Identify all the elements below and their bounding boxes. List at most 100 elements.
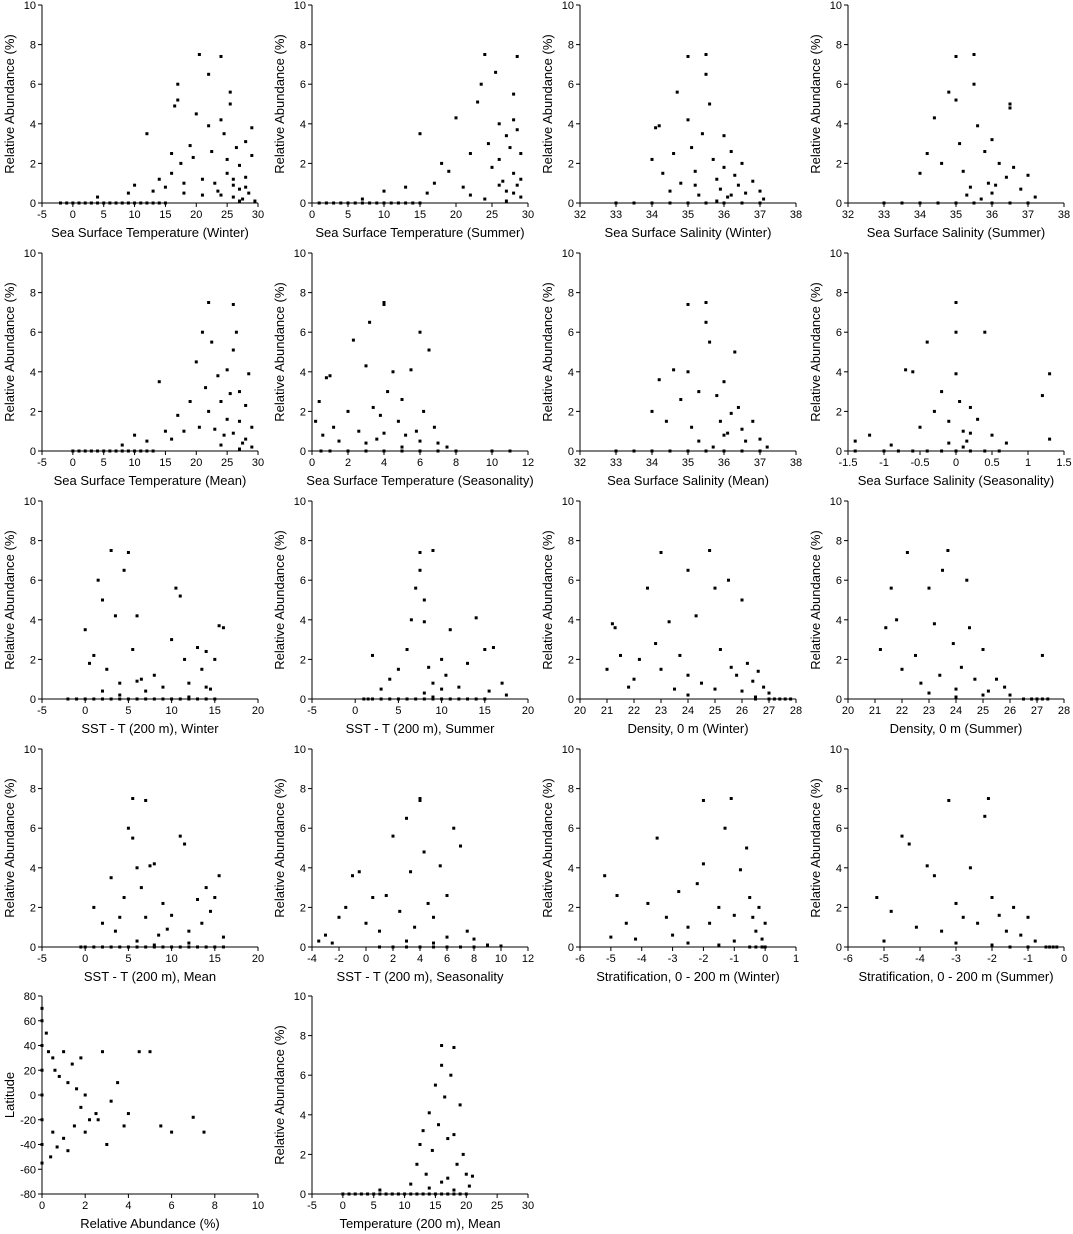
- x-tick-label: 21: [601, 705, 613, 717]
- data-point: [382, 302, 386, 306]
- y-tick-label: 4: [836, 615, 842, 627]
- data-point: [907, 842, 911, 846]
- data-point: [114, 201, 118, 205]
- y-tick-label: 4: [30, 367, 36, 379]
- data-point: [1004, 175, 1008, 179]
- data-point: [204, 886, 208, 890]
- x-tick-label: 20: [842, 705, 854, 717]
- x-tick-label: 6: [444, 953, 450, 965]
- chart-panel-14: -4 -2 0 2 4 6 8 10 12 0 2 4 6 8 10 SST - T (200 m), Sea…: [272, 744, 534, 984]
- data-point: [241, 197, 245, 201]
- x-tick-label: 36: [986, 209, 998, 221]
- data-point: [452, 826, 456, 830]
- data-point: [135, 939, 139, 943]
- data-point: [468, 152, 472, 155]
- data-point: [889, 443, 893, 447]
- data-point: [405, 945, 408, 949]
- data-point: [983, 150, 987, 154]
- x-tick-label: 25: [709, 705, 721, 717]
- data-point: [445, 935, 449, 939]
- data-point: [735, 673, 739, 677]
- data-point: [122, 1124, 126, 1128]
- data-point: [911, 449, 915, 453]
- data-point: [427, 665, 431, 669]
- data-point: [418, 797, 422, 800]
- data-point: [1035, 697, 1039, 701]
- data-point: [655, 836, 659, 840]
- data-point: [431, 695, 435, 699]
- data-point: [446, 1137, 450, 1141]
- x-tick-label: 5: [101, 209, 107, 221]
- data-point: [378, 1188, 382, 1192]
- y-tick-label: 4: [30, 863, 36, 875]
- data-point: [941, 568, 944, 572]
- data-point: [404, 185, 408, 189]
- data-point: [1003, 685, 1007, 689]
- chart-panel-16: -6 -5 -4 -3 -2 -1 0 0 2 4 6 8 10 Stratification, 0 - …: [808, 744, 1067, 984]
- x-axis-title: Density, 0 m (Winter): [627, 721, 748, 736]
- data-point: [131, 797, 135, 800]
- data-point: [221, 945, 225, 949]
- x-tick-label: 2: [390, 953, 396, 965]
- data-point: [940, 390, 944, 394]
- data-point: [431, 681, 435, 685]
- data-point: [364, 364, 368, 368]
- data-point: [79, 945, 83, 949]
- x-tick-label: 32: [842, 209, 854, 221]
- data-point: [108, 449, 112, 453]
- data-point: [659, 667, 663, 671]
- y-tick-label: 6: [30, 823, 36, 835]
- data-point: [983, 449, 987, 453]
- data-point: [409, 368, 413, 372]
- data-point: [690, 146, 694, 150]
- x-tick-label: 0: [82, 953, 88, 965]
- x-tick-label: 10: [435, 705, 447, 717]
- data-point: [650, 409, 654, 413]
- data-point: [751, 915, 755, 919]
- data-point: [727, 578, 730, 582]
- data-point: [686, 370, 690, 374]
- data-point: [207, 301, 211, 304]
- data-point: [116, 1081, 120, 1085]
- data-point: [918, 171, 922, 175]
- data-point: [135, 614, 139, 618]
- data-point: [986, 797, 990, 800]
- x-tick-label: -4: [637, 953, 647, 965]
- data-point: [139, 449, 143, 453]
- data-point: [758, 449, 762, 453]
- data-point: [704, 201, 708, 205]
- data-point: [378, 929, 381, 933]
- x-tick-label: 0: [82, 705, 88, 717]
- data-point: [433, 1192, 437, 1196]
- data-point: [767, 697, 771, 701]
- data-point: [174, 586, 178, 590]
- data-point: [344, 905, 348, 909]
- data-point: [686, 925, 690, 929]
- data-point: [715, 199, 719, 203]
- data-point: [144, 798, 148, 802]
- data-point: [183, 657, 187, 661]
- data-point: [697, 439, 701, 443]
- data-point: [686, 449, 690, 453]
- data-point: [459, 844, 462, 848]
- y-tick-label: 0: [568, 942, 574, 954]
- data-point: [722, 201, 726, 205]
- x-tick-label: 6: [169, 1200, 175, 1212]
- data-point: [745, 661, 749, 665]
- data-point: [165, 927, 169, 931]
- y-axis-title: Relative Abundance (%): [540, 778, 555, 917]
- data-point: [96, 1118, 100, 1122]
- data-point: [170, 945, 174, 949]
- x-tick-label: 33: [878, 209, 890, 221]
- x-tick-label: 20: [460, 1200, 472, 1212]
- data-point: [954, 901, 958, 905]
- data-point: [722, 449, 726, 453]
- data-point: [995, 677, 998, 681]
- y-tick-label: 4: [300, 367, 306, 379]
- data-point: [954, 301, 958, 304]
- data-point: [431, 549, 435, 552]
- data-point: [959, 665, 963, 669]
- data-point: [364, 921, 368, 925]
